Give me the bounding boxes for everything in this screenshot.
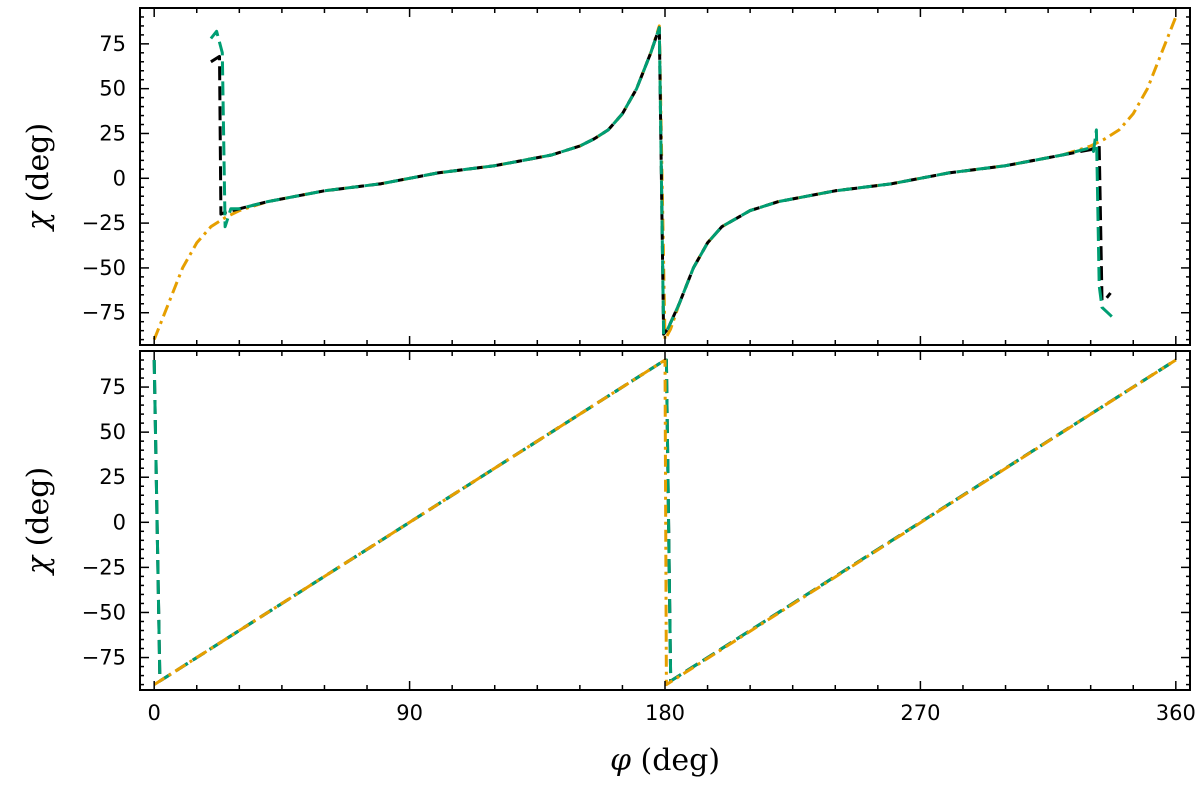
y-tick-label: 50: [99, 77, 126, 101]
y-tick-label: −25: [82, 555, 126, 579]
x-axis-label: φ (deg): [610, 743, 720, 778]
series-line-1: [152, 16, 1178, 342]
x-tick-label: 180: [645, 701, 685, 725]
y-tick-label: 0: [113, 166, 126, 190]
y-tick-label: −25: [82, 211, 126, 235]
y-tick-label: −50: [82, 256, 126, 280]
bottom-panel: 0 90 180 270 360 −75 −50 −25 0 25 50 75 χ (deg) φ (de…: [21, 350, 1196, 778]
y-tick-label: 75: [99, 375, 126, 399]
series-line-2: [210, 26, 1112, 336]
series-group: [152, 16, 1178, 342]
x-tick-label: 90: [396, 701, 423, 725]
y-tick-label: 50: [99, 420, 126, 444]
y-tick-label: 75: [99, 32, 126, 56]
x-tick-label: 360: [1156, 701, 1196, 725]
x-tick-label: 0: [148, 701, 161, 725]
y-tick-label: −50: [82, 600, 126, 624]
top-panel: −75 −50 −25 0 25 50 75 χ (deg): [21, 7, 1191, 346]
y-tick-label: −75: [82, 301, 126, 325]
series-line-3: [209, 26, 1115, 336]
series-line-3: [153, 358, 1177, 687]
y-tick-label: 25: [99, 121, 126, 145]
y-axis-label: χ (deg): [21, 123, 56, 232]
y-tick-label: 0: [113, 510, 126, 534]
series-group: [152, 358, 1177, 687]
y-axis-label: χ (deg): [21, 467, 56, 576]
x-tick-label: 270: [900, 701, 940, 725]
y-tick-label: −75: [82, 646, 126, 670]
y-tick-label: 25: [99, 465, 126, 489]
